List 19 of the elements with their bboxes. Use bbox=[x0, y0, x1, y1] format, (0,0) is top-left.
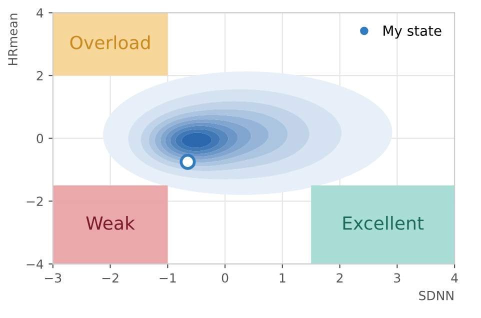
y-tick-label: 4 bbox=[36, 8, 44, 18]
y-axis-title: HRmean bbox=[8, 14, 18, 66]
annotation: Weak bbox=[86, 216, 135, 230]
y-tick-label: −2 bbox=[26, 196, 43, 206]
x-tick-label: 4 bbox=[451, 273, 458, 282]
y-tick-label: 2 bbox=[36, 70, 43, 80]
x-tick-label: 3 bbox=[394, 273, 400, 283]
legend-label: My state bbox=[384, 26, 442, 39]
annotation: Overload bbox=[70, 35, 150, 50]
x-tick-label: 0 bbox=[222, 273, 228, 283]
y-tick-label: −4 bbox=[26, 260, 44, 269]
x-tick-label: 1 bbox=[280, 273, 286, 282]
x-tick-label: 2 bbox=[336, 273, 343, 282]
x-tick-label: −2 bbox=[102, 273, 118, 282]
x-tick-label: −3 bbox=[45, 273, 62, 283]
x-axis-title: SDNN bbox=[419, 290, 454, 300]
x-tick-label: −1 bbox=[160, 273, 176, 282]
annotation: Excellent bbox=[343, 216, 424, 230]
y-tick-label: 0 bbox=[36, 134, 44, 144]
